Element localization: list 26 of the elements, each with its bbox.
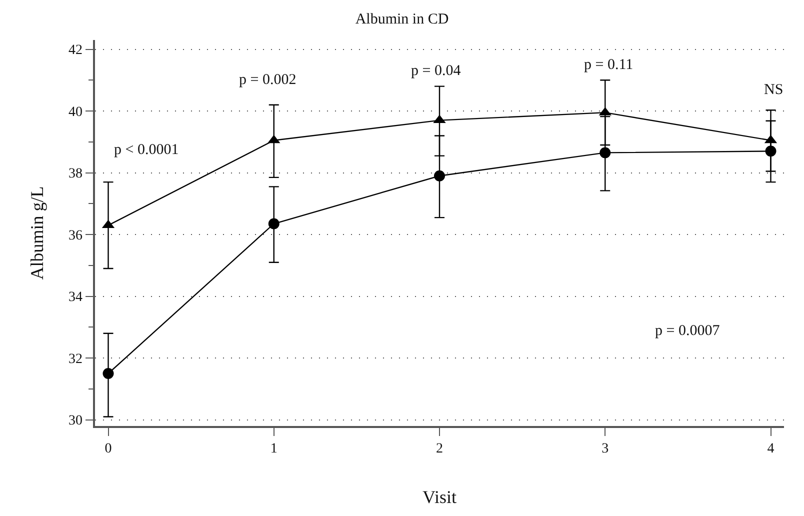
y-axis-title: Albumin g/L <box>27 186 48 280</box>
y-tick-label: 30 <box>68 414 82 429</box>
point <box>434 170 445 182</box>
x-tick-label: 1 <box>270 442 278 457</box>
y-tick-label: 38 <box>68 166 82 182</box>
point <box>102 368 114 379</box>
y-tick-label: 36 <box>68 228 82 244</box>
y-tick-label: 32 <box>68 352 82 367</box>
point <box>268 218 280 230</box>
x-tick-label: 0 <box>104 442 112 457</box>
annotation: p = 0.11 <box>584 57 634 73</box>
x-axis-title: Visit <box>422 487 456 508</box>
point <box>600 147 611 158</box>
x-tick-label: 3 <box>602 442 609 457</box>
annotation: p = 0.002 <box>239 72 296 88</box>
chart-title: Albumin in CD <box>355 11 449 28</box>
y-tick-label: 42 <box>68 43 82 58</box>
y-tick-label: 40 <box>68 104 82 120</box>
annotation: p = 0.0007 <box>655 323 720 339</box>
x-tick-label: 2 <box>436 442 443 457</box>
annotation: NS <box>764 82 784 98</box>
annotation: p = 0.04 <box>411 63 462 79</box>
x-tick-label: 4 <box>767 442 774 457</box>
point <box>765 146 776 157</box>
y-tick-label: 34 <box>68 290 82 306</box>
annotation: p < 0.0001 <box>114 142 179 158</box>
